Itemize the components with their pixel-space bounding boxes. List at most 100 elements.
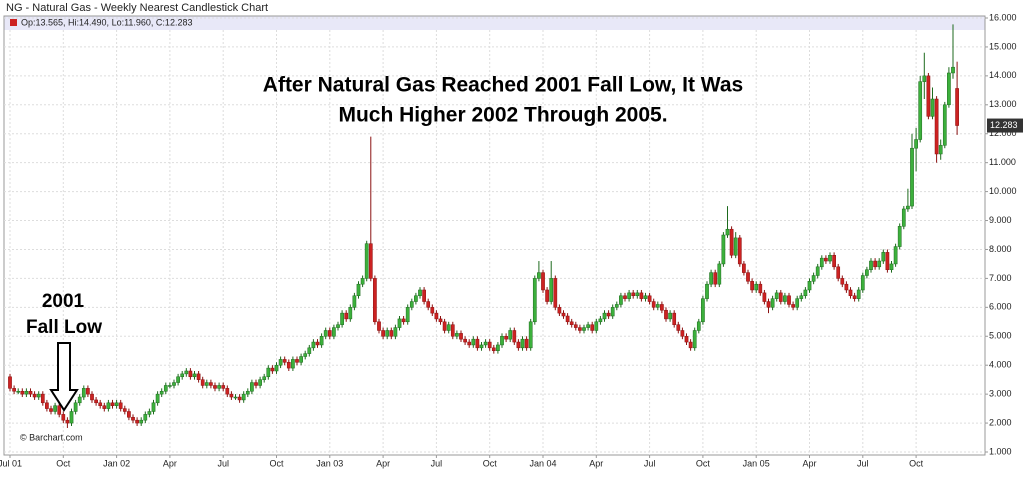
candle-body: [803, 289, 808, 297]
candle-body: [856, 289, 861, 299]
candle-body: [12, 388, 16, 392]
candle-body: [184, 370, 189, 375]
candle-body: [364, 243, 369, 279]
candle-body: [586, 324, 590, 328]
candle-body: [90, 393, 94, 401]
candle-body: [512, 330, 517, 343]
candle-body: [746, 272, 750, 282]
candle-body: [516, 341, 521, 349]
y-tick-label: 8.000: [989, 244, 1012, 254]
candle-body: [578, 327, 582, 331]
candle-body: [791, 304, 795, 308]
candle-body: [897, 226, 902, 247]
candle-body: [94, 399, 98, 404]
candle-body: [422, 289, 426, 302]
x-tick-label: Apr: [376, 458, 390, 468]
candle-body: [213, 385, 217, 389]
candle-body: [725, 228, 730, 236]
y-tick-label: 3.000: [989, 389, 1012, 399]
candle-body: [713, 272, 718, 285]
candle-body: [163, 385, 168, 392]
candle-body: [602, 312, 607, 320]
candle-body: [266, 367, 271, 378]
candle-body: [828, 255, 832, 262]
candle-body: [122, 408, 127, 412]
x-tick-label: Jan 03: [316, 458, 343, 468]
candle-body: [487, 341, 492, 349]
candle-body: [860, 275, 865, 291]
candle-body: [401, 318, 406, 323]
candle-body: [639, 292, 644, 299]
candle-body: [832, 255, 836, 268]
candle-body: [381, 330, 385, 337]
candle-body: [24, 390, 29, 395]
candle-body: [319, 336, 324, 346]
candle-body: [86, 388, 90, 395]
candle-body: [159, 390, 164, 395]
candle-body: [844, 283, 849, 291]
candle-body: [192, 373, 197, 378]
candle-body: [114, 402, 119, 406]
candle-body: [237, 396, 242, 401]
y-tick-label: 15.000: [989, 41, 1017, 51]
candle-body: [774, 292, 779, 299]
candle-body: [40, 393, 45, 404]
candle-body: [754, 283, 759, 291]
candle-body: [204, 382, 209, 386]
callout: 2001: [42, 291, 85, 312]
legend-swatch: [10, 19, 17, 26]
candle-body: [344, 312, 349, 320]
candle-body: [901, 208, 906, 227]
annotation: After Natural Gas Reached 2001 Fall Low,…: [263, 74, 743, 97]
candle-body: [524, 338, 529, 349]
x-tick-label: Oct: [696, 458, 711, 468]
candle-body: [893, 246, 898, 265]
candle-body: [819, 257, 824, 268]
callout: Fall Low: [26, 317, 102, 338]
candle-body: [250, 382, 254, 392]
candle-body: [418, 289, 422, 297]
candle-body: [545, 289, 549, 302]
candle-body: [660, 304, 664, 311]
x-tick-label: Jul: [644, 458, 656, 468]
legend-label: Op:13.565, Hi:14.490, Lo:11.960, C:12.28…: [21, 17, 192, 27]
candle-body: [590, 324, 595, 331]
candle-body: [8, 376, 12, 389]
candle-body: [127, 411, 131, 418]
candle-body: [233, 396, 238, 399]
x-tick-label: Jul: [431, 458, 443, 468]
candle-body: [65, 419, 70, 424]
legend-band: [4, 16, 985, 30]
x-tick-label: Jul 01: [0, 458, 22, 468]
candle-body: [172, 382, 176, 386]
candle-body: [930, 98, 935, 117]
candle-body: [278, 359, 283, 366]
candle-body: [36, 393, 41, 398]
candle-body: [528, 321, 533, 349]
candle-body: [20, 390, 25, 395]
candle-body: [327, 330, 332, 337]
candle-body: [696, 321, 701, 331]
candle-body: [705, 283, 709, 299]
candle-body: [139, 419, 144, 424]
y-tick-label: 1.000: [989, 446, 1012, 456]
y-tick-label: 9.000: [989, 215, 1012, 225]
candle-body: [77, 396, 82, 404]
candle-body: [176, 376, 180, 383]
candle-body: [217, 385, 221, 389]
candle-body: [631, 292, 636, 297]
candle-body: [180, 373, 185, 378]
candle-body: [102, 405, 107, 409]
candle-body: [594, 321, 599, 331]
candle-body: [135, 419, 139, 424]
y-tick-label: 11.000: [989, 157, 1016, 167]
candle-body: [807, 281, 812, 291]
candle-body: [28, 390, 33, 395]
candle-body: [196, 373, 201, 380]
candle-body: [750, 281, 754, 291]
candle-body: [947, 72, 951, 106]
candle-body: [840, 278, 845, 285]
candle-body: [532, 278, 537, 323]
